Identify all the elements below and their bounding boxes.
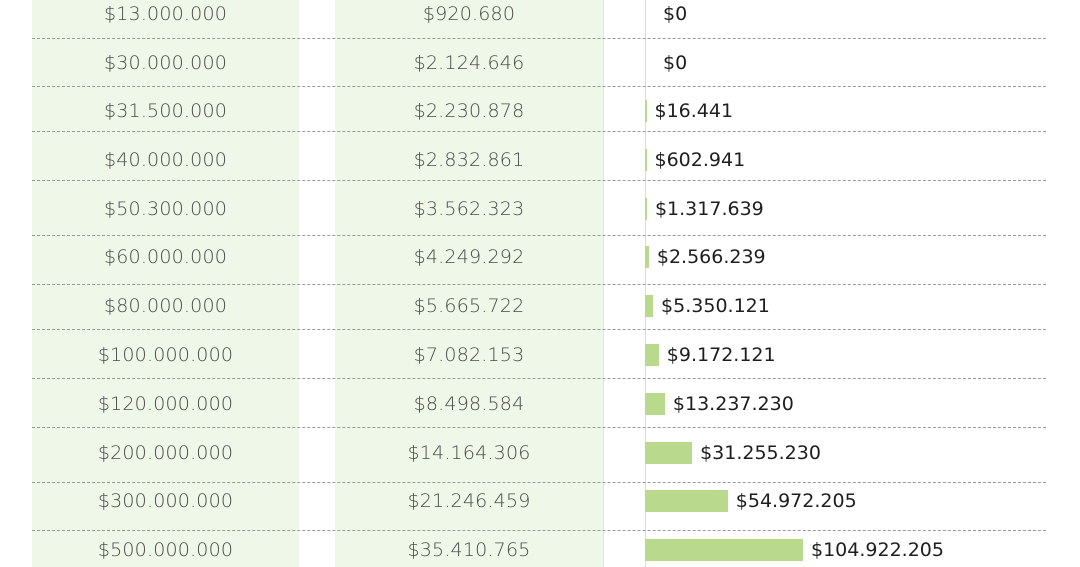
difference-label: $0 [663,52,688,74]
tax-cell: $3.562.323 [413,198,525,220]
tax-cell: $2.832.861 [413,149,525,171]
tax-cell: $4.249.292 [413,246,525,268]
difference-label: $54.972.205 [735,490,857,512]
row-divider [32,131,1046,132]
difference-label: $1.317.639 [654,198,764,220]
difference-label: $0 [663,3,688,25]
row-divider [32,427,1046,428]
tax-cell: $8.498.584 [413,393,525,415]
difference-bar [645,393,665,415]
bar-axis-line [645,0,646,567]
difference-bar [645,490,728,512]
tax-cell: $2.124.646 [413,52,525,74]
row-divider [32,235,1046,236]
difference-bar [645,295,654,317]
row-divider [32,180,1046,181]
tax-cell: $5.665.722 [413,295,525,317]
tax-cell: $2.230.878 [413,100,525,122]
difference-label: $5.350.121 [661,295,770,317]
difference-label: $602.941 [654,149,746,171]
difference-bar [645,539,803,561]
tax-cell: $7.082.153 [413,344,525,366]
difference-bar [645,198,647,220]
income-cell: $31.500.000 [103,100,228,122]
income-cell: $80.000.000 [103,295,228,317]
income-cell: $30.000.000 [103,52,228,74]
difference-label: $13.237.230 [672,393,794,415]
difference-label: $31.255.230 [700,442,821,464]
tax-cell: $14.164.306 [407,442,531,464]
row-divider [32,284,1046,285]
income-cell: $50.300.000 [103,198,228,220]
income-cell: $200.000.000 [97,442,234,464]
row-divider [32,329,1046,330]
income-cell: $300.000.000 [97,490,234,512]
income-cell: $40.000.000 [103,149,228,171]
tax-column-background [335,0,603,567]
difference-bar [645,344,659,366]
difference-label: $2.566.239 [656,246,766,268]
difference-bar [645,149,647,171]
income-cell: $120.000.000 [97,393,234,415]
tax-cell: $920.680 [422,3,516,25]
difference-label: $104.922.205 [811,539,944,561]
row-divider [32,38,1046,39]
column-divider [603,0,604,567]
row-divider [32,378,1046,379]
row-divider [32,482,1046,483]
difference-label: $9.172.121 [666,344,776,366]
income-cell: $100.000.000 [97,344,234,366]
income-cell: $13.000.000 [103,3,228,25]
income-column-background [32,0,299,567]
income-cell: $60.000.000 [103,246,228,268]
difference-bar [645,246,649,268]
difference-bar [645,100,647,122]
tax-cell: $35.410.765 [407,539,531,561]
difference-label: $16.441 [654,100,734,122]
row-divider [32,530,1046,531]
income-cell: $500.000.000 [97,539,234,561]
row-divider [32,86,1046,87]
tax-cell: $21.246.459 [407,490,531,512]
difference-bar [645,442,693,464]
